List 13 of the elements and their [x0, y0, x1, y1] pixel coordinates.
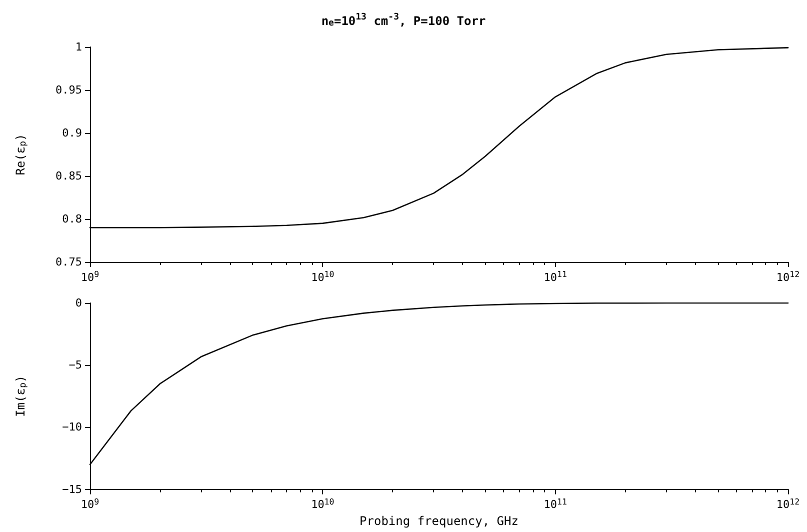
- y-tick-label: −15: [62, 482, 82, 496]
- y-tick-label: 0: [75, 296, 82, 310]
- y-tick-label: 0.8: [62, 212, 82, 226]
- y-tick-label: −10: [62, 420, 82, 434]
- y-tick-label: 0.85: [56, 170, 82, 182]
- y-tick-label: −5: [68, 358, 82, 372]
- y-tick-label: 0.9: [62, 126, 82, 140]
- x-axis-title: Probing frequency, GHz: [360, 514, 518, 528]
- y-axis-title: Re(εp): [14, 134, 28, 176]
- y-tick-label: 0.95: [56, 84, 82, 96]
- y-tick-label: 0.75: [56, 256, 82, 268]
- y-tick-label: 1: [75, 40, 82, 54]
- y-axis-title: Im(εp): [14, 375, 28, 417]
